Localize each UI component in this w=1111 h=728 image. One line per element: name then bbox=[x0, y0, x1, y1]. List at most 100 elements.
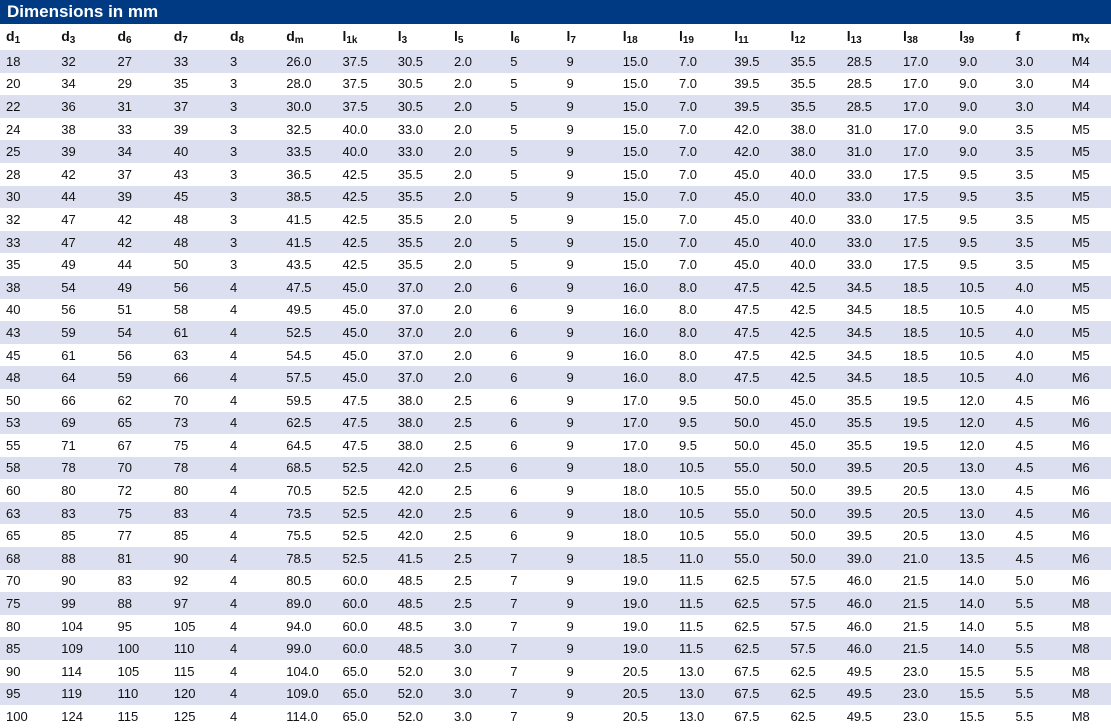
table-cell: 50.0 bbox=[728, 434, 785, 457]
column-header-subscript: 1 bbox=[14, 35, 21, 46]
table-cell: 65 bbox=[0, 524, 56, 548]
table-cell: 35.5 bbox=[391, 253, 448, 276]
table-row: 24 38 33 39 3 32.5 40.0 33.0 2.0 5 9 15.0 7.0 42.0 38.… bbox=[0, 117, 1111, 141]
table-cell: 54 bbox=[111, 321, 168, 344]
table-cell: 62.5 bbox=[784, 660, 841, 683]
table-cell: 45.0 bbox=[728, 253, 785, 276]
table-cell: 6 bbox=[504, 298, 561, 322]
table-cell: 9 bbox=[560, 95, 617, 118]
table-row: 60 80 72 80 4 70.5 52.5 42.0 2.5 6 9 18.0 10.5 55.0 50… bbox=[0, 479, 1111, 502]
table-cell: 39 bbox=[55, 140, 112, 163]
table-cell: 13.0 bbox=[672, 660, 729, 683]
table-cell: 37.0 bbox=[391, 343, 448, 367]
table-cell: 9 bbox=[560, 614, 617, 638]
table-cell: 9 bbox=[560, 388, 617, 412]
table-cell: 17.0 bbox=[896, 140, 954, 163]
table-cell: 42.5 bbox=[336, 185, 392, 209]
table-cell: 42.5 bbox=[336, 230, 392, 254]
table-cell: 3 bbox=[223, 162, 281, 186]
table-cell: 17.5 bbox=[896, 185, 954, 209]
table-cell: 45.0 bbox=[784, 388, 841, 412]
table-cell: 7 bbox=[504, 682, 561, 706]
table-cell: 29 bbox=[111, 72, 168, 96]
table-cell: 33.5 bbox=[280, 140, 337, 163]
table-cell: 49.5 bbox=[280, 298, 337, 322]
table-cell: 62.5 bbox=[280, 411, 337, 435]
table-cell: 9.0 bbox=[953, 140, 1010, 163]
table-cell: 34.5 bbox=[840, 298, 897, 322]
table-cell: 94.0 bbox=[280, 614, 337, 638]
column-header-symbol: l bbox=[734, 28, 739, 44]
table-cell: 12.0 bbox=[953, 434, 1010, 457]
table-row: 38 54 49 56 4 47.5 45.0 37.0 2.0 6 9 16.0 8.0 47.5 42.… bbox=[0, 275, 1111, 299]
table-cell: 48.5 bbox=[391, 614, 448, 638]
table-cell: M6 bbox=[1065, 366, 1111, 389]
table-cell: 83 bbox=[167, 501, 224, 525]
table-cell: 9 bbox=[560, 569, 617, 593]
table-cell: 69 bbox=[55, 411, 112, 435]
table-cell: 9.5 bbox=[672, 388, 729, 412]
table-cell: 16.0 bbox=[616, 298, 673, 322]
table-cell: 36.5 bbox=[280, 162, 337, 186]
table-cell: 7.0 bbox=[672, 95, 729, 118]
table-cell: 45.0 bbox=[336, 321, 392, 344]
table-cell: 52.5 bbox=[336, 524, 392, 548]
column-header-subscript: 7 bbox=[570, 35, 576, 46]
table-cell: 2.0 bbox=[447, 298, 505, 322]
table-cell: 45.0 bbox=[728, 162, 785, 186]
table-cell: 15.0 bbox=[616, 72, 673, 96]
table-cell: 56 bbox=[55, 298, 112, 322]
table-cell: 15.0 bbox=[616, 95, 673, 118]
table-cell: 52.5 bbox=[336, 501, 392, 525]
column-header-subscript: 6 bbox=[126, 35, 132, 46]
table-cell: 17.5 bbox=[896, 162, 954, 186]
table-cell: 62 bbox=[111, 388, 168, 412]
table-cell: 65.0 bbox=[336, 682, 392, 706]
table-cell: M8 bbox=[1065, 660, 1111, 683]
table-cell: 3.0 bbox=[1009, 95, 1066, 118]
table-cell: 4.5 bbox=[1009, 501, 1066, 525]
column-header-subscript: 39 bbox=[963, 35, 975, 46]
table-cell: M5 bbox=[1065, 253, 1111, 276]
column-header-symbol: d bbox=[6, 28, 15, 44]
table-cell: 48 bbox=[0, 366, 56, 389]
table-cell: 4.0 bbox=[1009, 321, 1066, 344]
table-cell: 17.0 bbox=[896, 50, 954, 73]
table-cell: 4.0 bbox=[1009, 275, 1066, 299]
table-cell: 66 bbox=[55, 388, 112, 412]
table-cell: 60.0 bbox=[336, 569, 392, 593]
table-row: 85 109 100 110 4 99.0 60.0 48.5 3.0 7 9 19.0 11.5 62.… bbox=[0, 637, 1111, 661]
table-cell: 61 bbox=[167, 321, 224, 344]
table-cell: 57.5 bbox=[784, 637, 841, 661]
table-cell: 15.0 bbox=[616, 140, 673, 163]
table-cell: 48 bbox=[167, 208, 224, 231]
table-cell: 19.0 bbox=[616, 614, 673, 638]
table-cell: 8.0 bbox=[672, 321, 729, 344]
column-header-symbol: l bbox=[790, 28, 795, 44]
table-cell: 40.0 bbox=[784, 208, 841, 231]
table-cell: 37.0 bbox=[391, 321, 448, 344]
table-cell: 11.5 bbox=[672, 637, 729, 661]
column-header: l39 bbox=[953, 24, 1009, 50]
table-cell: 4.0 bbox=[1009, 366, 1066, 389]
table-cell: 7 bbox=[504, 660, 561, 683]
table-cell: 38.0 bbox=[784, 140, 841, 163]
table-cell: 20.5 bbox=[616, 705, 673, 728]
table-cell: 33 bbox=[111, 117, 168, 141]
table-cell: 62.5 bbox=[728, 637, 785, 661]
table-cell: 63 bbox=[0, 501, 56, 525]
table-cell: 18.5 bbox=[616, 547, 673, 570]
table-cell: 58 bbox=[0, 456, 56, 480]
table-cell: 105 bbox=[111, 660, 168, 683]
table-cell: 6 bbox=[504, 411, 561, 435]
table-cell: 47.5 bbox=[728, 298, 785, 322]
table-cell: 13.0 bbox=[953, 524, 1010, 548]
table-cell: 39.5 bbox=[840, 524, 897, 548]
table-cell: 47 bbox=[55, 208, 112, 231]
table-row: 50 66 62 70 4 59.5 47.5 38.0 2.5 6 9 17.0 9.5 50.0 45.… bbox=[0, 388, 1111, 412]
table-cell: 2.5 bbox=[447, 479, 505, 502]
table-row: 70 90 83 92 4 80.5 60.0 48.5 2.5 7 9 19.0 11.5 62.5 57… bbox=[0, 569, 1111, 593]
table-cell: 8.0 bbox=[672, 343, 729, 367]
table-cell: M5 bbox=[1065, 275, 1111, 299]
